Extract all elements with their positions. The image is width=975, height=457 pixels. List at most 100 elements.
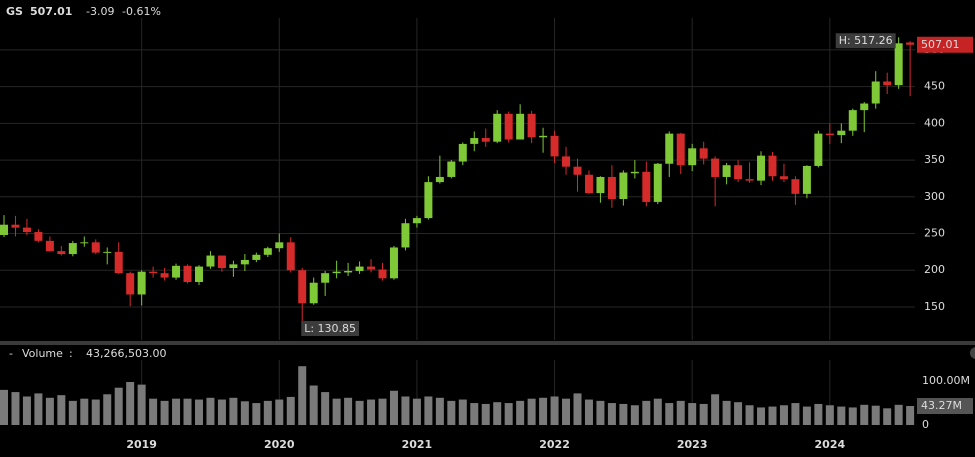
volume-bar <box>424 396 433 425</box>
candle-body <box>160 273 169 278</box>
volume-bar <box>321 392 330 425</box>
candle-body <box>871 81 880 104</box>
volume-bar <box>791 403 800 425</box>
volume-bar <box>665 403 674 425</box>
volume-bar <box>34 393 43 425</box>
volume-bar <box>607 403 616 425</box>
candle-body <box>722 165 731 177</box>
volume-bar <box>22 396 31 425</box>
candle-body <box>516 113 525 140</box>
candle-body <box>137 271 146 295</box>
candle-body <box>0 224 8 235</box>
candle-body <box>91 242 100 253</box>
candle-body <box>401 223 410 248</box>
volume-bar <box>286 396 295 425</box>
candle-body <box>11 224 20 228</box>
volume-bar <box>252 403 261 425</box>
candle-body <box>562 156 571 167</box>
annotation: L: 130.85 <box>304 322 356 335</box>
candle-body <box>860 103 869 111</box>
candle-body <box>355 266 364 271</box>
volume-bar <box>779 405 788 425</box>
volume-bar <box>848 407 857 425</box>
volume-bar <box>562 398 571 425</box>
candle-body <box>57 251 66 255</box>
candle-body <box>539 135 548 138</box>
price-change: -3.09 <box>86 5 114 18</box>
candle-body <box>263 248 272 255</box>
candle-body <box>848 110 857 131</box>
volume-bar <box>378 398 387 425</box>
volume-bar <box>516 400 525 425</box>
candle-body <box>779 176 788 180</box>
candle-body <box>481 138 490 142</box>
candle-body <box>768 155 777 177</box>
panel-separator <box>0 341 975 345</box>
price-tag-label: 507.01 <box>921 38 960 51</box>
candle-body <box>493 113 502 142</box>
last-price: 507.01 <box>30 5 72 18</box>
y-tick-label: 350 <box>924 153 945 166</box>
y-tick-label: 100.00M <box>922 374 970 387</box>
candle-body <box>22 227 31 233</box>
volume-bar <box>906 406 915 425</box>
volume-bar <box>527 398 536 425</box>
collapse-icon[interactable]: - <box>9 347 13 360</box>
volume-bar <box>447 400 456 425</box>
candle-body <box>619 172 628 199</box>
volume-bar <box>539 397 548 425</box>
volume-bar <box>149 398 158 425</box>
volume-bar <box>412 398 421 425</box>
volume-bar <box>630 405 639 425</box>
volume-bar <box>734 402 743 425</box>
candle-body <box>389 247 398 279</box>
x-tick-label: 2024 <box>815 438 846 451</box>
price-change-pct: -0.61% <box>122 5 161 18</box>
candle-body <box>653 163 662 202</box>
volume-legend-sep: : <box>69 347 73 360</box>
volume-bar <box>401 396 410 425</box>
volume-bar <box>126 381 135 425</box>
annotation: H: 517.26 <box>839 34 893 47</box>
volume-bar <box>172 398 181 425</box>
candle-body <box>630 171 639 174</box>
volume-bar <box>768 406 777 425</box>
candle-body <box>504 113 513 140</box>
volume-bar <box>229 397 238 425</box>
candle-body <box>688 148 697 166</box>
volume-bar <box>80 398 89 425</box>
volume-bar <box>309 385 318 425</box>
volume-bar <box>355 400 364 425</box>
volume-bar <box>550 396 559 425</box>
candle-body <box>412 218 421 224</box>
volume-bar <box>642 400 651 425</box>
candle-body <box>584 174 593 194</box>
candle-body <box>470 138 479 144</box>
grid <box>0 18 915 425</box>
volume-legend: Volume <box>22 347 63 360</box>
annotation-box <box>301 321 360 337</box>
candle-body <box>837 130 846 136</box>
x-tick-label: 2023 <box>677 438 708 451</box>
candle-body <box>172 265 181 278</box>
volume-tag <box>917 398 973 415</box>
volume-bar <box>263 400 272 425</box>
volume-bar <box>745 405 754 425</box>
volume-bar <box>493 402 502 425</box>
candle-body <box>298 270 307 304</box>
volume-bar <box>504 403 513 425</box>
candle-body <box>206 255 215 267</box>
candle-body <box>711 158 720 177</box>
volume-bar <box>837 406 846 425</box>
panel-handle[interactable] <box>970 347 975 359</box>
volume-bar <box>332 398 341 425</box>
volume-bar <box>389 390 398 425</box>
y-tick-label: 250 <box>924 227 945 240</box>
header: GS 507.01 -3.09 -0.61% <box>6 5 161 18</box>
volume-bar <box>596 400 605 425</box>
candle-body <box>757 155 766 181</box>
volume-bar <box>435 397 444 425</box>
volume-bar <box>871 405 880 425</box>
volume-bar <box>699 403 708 425</box>
